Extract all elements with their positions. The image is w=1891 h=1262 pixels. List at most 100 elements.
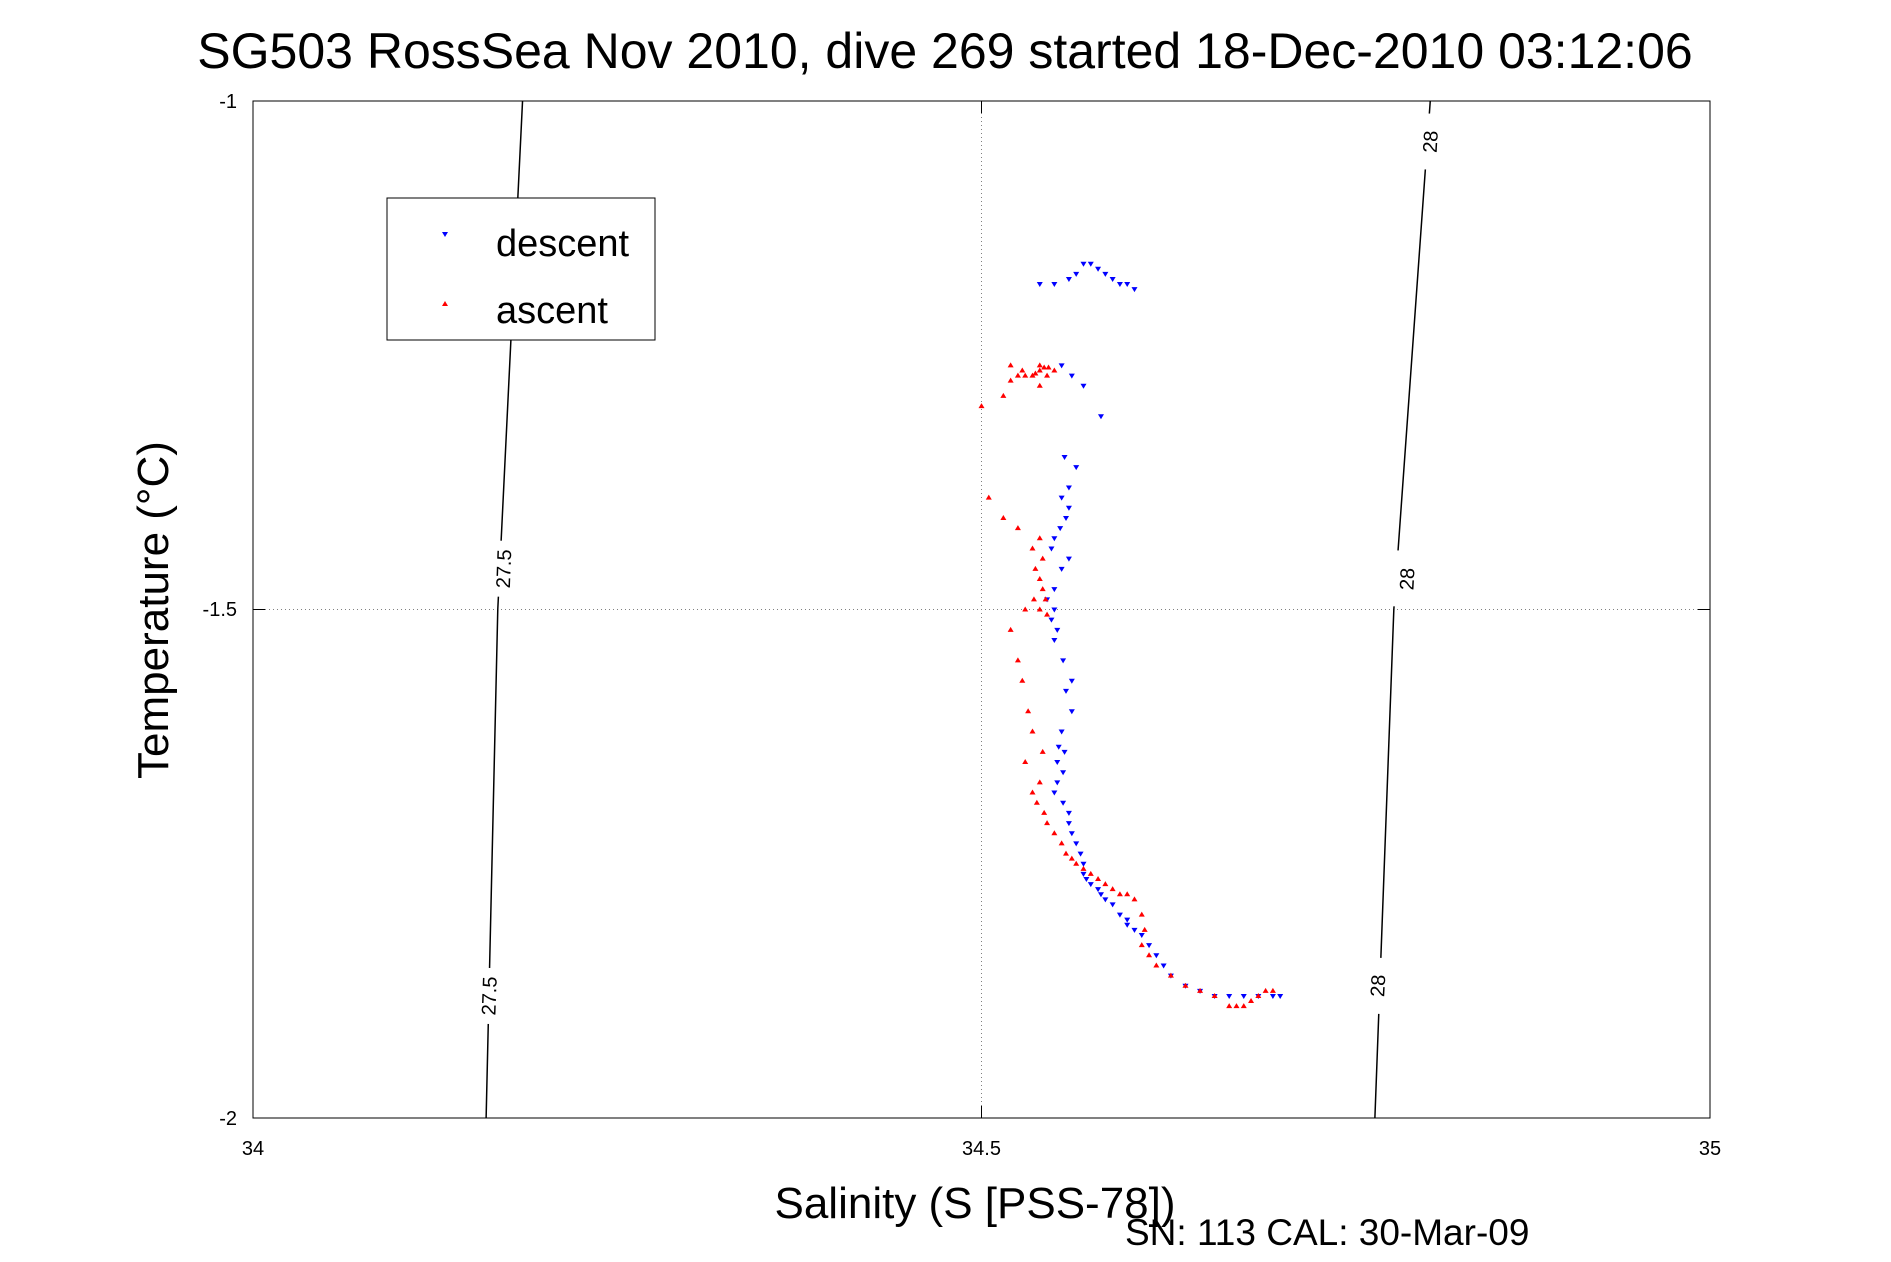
- legend-descent-marker: [442, 232, 448, 237]
- descent-point: [1087, 882, 1094, 888]
- ascent-point: [1138, 911, 1145, 917]
- x-tick-label: 34.5: [962, 1138, 1001, 1160]
- legend: descent ascent: [386, 197, 656, 341]
- descent-point: [1065, 485, 1072, 491]
- ascent-point: [1036, 779, 1043, 785]
- descent-point: [1240, 993, 1247, 999]
- legend-descent-label: descent: [496, 223, 630, 265]
- ascent-point: [1116, 891, 1123, 897]
- descent-point: [1080, 861, 1087, 867]
- ascent-point: [1051, 830, 1058, 836]
- ascent-point: [1036, 367, 1043, 373]
- descent-point: [1057, 526, 1064, 532]
- ascent-point: [1102, 881, 1109, 887]
- ascent-point: [1044, 372, 1051, 378]
- descent-point: [1080, 383, 1087, 389]
- ascent-point: [1041, 364, 1048, 370]
- descent-point: [1131, 287, 1138, 293]
- descent-point: [1051, 638, 1058, 644]
- ascent-point: [1248, 998, 1255, 1004]
- descent-point: [1068, 831, 1075, 837]
- ascent-point: [1073, 860, 1080, 866]
- ascent-point: [1045, 364, 1052, 370]
- descent-point: [1073, 841, 1080, 847]
- descent-point: [1124, 917, 1131, 923]
- ascent-point: [1138, 942, 1145, 948]
- ascent-point: [1029, 545, 1036, 551]
- y-axis-ticks: [253, 100, 1710, 1119]
- ascent-point: [1039, 555, 1046, 561]
- ascent-point: [1262, 987, 1269, 993]
- descent-point: [1124, 922, 1131, 928]
- contour-label-background: [1363, 957, 1393, 1015]
- descent-point: [1058, 729, 1065, 735]
- descent-point: [1051, 536, 1058, 542]
- ascent-point: [1007, 626, 1014, 632]
- descent-point: [1060, 658, 1067, 664]
- ascent-point: [1124, 891, 1131, 897]
- ascent-point: [1226, 1003, 1233, 1009]
- ascent-point: [1007, 362, 1014, 368]
- contour-label-background: [1392, 550, 1422, 608]
- legend-box: [386, 197, 656, 341]
- calibration-footer: SN: 113 CAL: 30-Mar-09: [1125, 1212, 1529, 1253]
- descent-point: [1153, 953, 1160, 959]
- ascent-point: [1095, 876, 1102, 882]
- descent-point: [1131, 927, 1138, 933]
- ascent-point: [1022, 606, 1029, 612]
- ascent-point: [1039, 586, 1046, 592]
- y-tick-label: -1: [219, 91, 237, 113]
- descent-point: [1068, 709, 1075, 715]
- descent-point: [1109, 902, 1116, 908]
- descent-point: [1054, 780, 1061, 786]
- ascent-point: [985, 494, 992, 500]
- ascent-point: [1032, 370, 1039, 376]
- y-tick-label: -1.5: [203, 599, 237, 621]
- descent-point: [1068, 373, 1075, 379]
- descent-point: [1065, 505, 1072, 511]
- ascent-point: [1000, 514, 1007, 520]
- ascent-point: [1042, 596, 1049, 602]
- ascent-point: [1036, 362, 1043, 368]
- ascent-point: [1000, 392, 1007, 398]
- ascent-point: [1141, 926, 1148, 932]
- x-tick-label: 34: [242, 1138, 264, 1160]
- ascent-point: [1029, 372, 1036, 378]
- descent-point: [1054, 760, 1061, 766]
- ascent-point: [1036, 535, 1043, 541]
- descent-point: [1080, 261, 1087, 267]
- descent-point: [1102, 897, 1109, 903]
- descent-point: [1051, 607, 1058, 613]
- ascent-point: [1014, 657, 1021, 663]
- ascent-point: [1080, 865, 1087, 871]
- ascent-point: [1131, 896, 1138, 902]
- descent-point: [1277, 993, 1284, 999]
- y-tick-label: -2: [219, 1108, 237, 1130]
- isopycnal-line: [1374, 101, 1432, 1118]
- ascent-point: [1063, 850, 1070, 856]
- descent-point: [1065, 810, 1072, 816]
- ascent-point: [1051, 367, 1058, 373]
- ascent-point: [1019, 367, 1026, 373]
- ascent-point: [1211, 992, 1218, 998]
- ascent-point: [1019, 677, 1026, 683]
- descent-point: [1055, 744, 1062, 750]
- descent-point: [1051, 282, 1058, 288]
- descent-point: [1048, 617, 1055, 623]
- ascent-point: [1014, 372, 1021, 378]
- ascent-point: [1044, 611, 1051, 617]
- ascent-point: [1087, 870, 1094, 876]
- descent-point: [1095, 887, 1102, 893]
- ascent-point: [1036, 382, 1043, 388]
- descent-point: [1058, 363, 1065, 369]
- ascent-point: [1044, 820, 1051, 826]
- contour-label-background: [475, 967, 504, 1025]
- y-axis-label: Temperature (°C): [129, 441, 178, 779]
- descent-point: [1102, 271, 1109, 277]
- ascent-point: [1167, 972, 1174, 978]
- ascent-point: [1032, 565, 1039, 571]
- ascent-point: [1269, 987, 1276, 993]
- descent-point: [1054, 627, 1061, 633]
- ascent-point: [1146, 952, 1153, 958]
- ascent-point: [1197, 987, 1204, 993]
